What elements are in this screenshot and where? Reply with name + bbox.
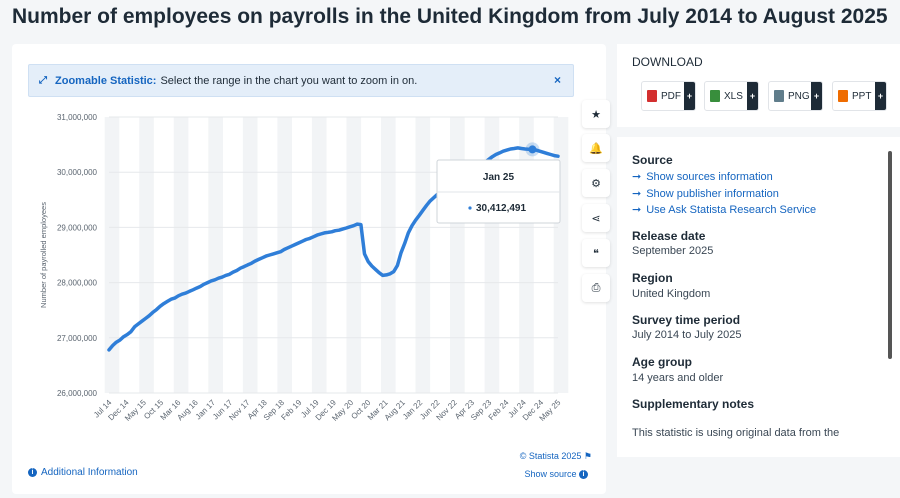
share-icon: ⋖	[591, 212, 601, 225]
notes-heading: Supplementary notes	[632, 397, 755, 411]
show-source-link[interactable]: Show source i	[524, 469, 592, 480]
survey-heading: Survey time period	[632, 313, 741, 327]
tooltip-marker	[468, 206, 472, 210]
zoom-text: Select the range in the chart you want t…	[160, 74, 418, 87]
ask-research-link[interactable]: ➞ Use Ask Statista Research Service	[632, 203, 816, 216]
plus-icon: +	[875, 82, 886, 110]
png-file-icon	[774, 90, 784, 102]
link-label: Use Ask Statista Research Service	[646, 204, 817, 216]
source-heading: Source	[632, 153, 673, 167]
tooltip-label: Jan 25	[483, 172, 515, 183]
x-tick-label: Feb 24	[487, 398, 511, 422]
info-icon: i	[28, 467, 37, 477]
bell-icon: 🔔	[589, 142, 603, 155]
download-title: DOWNLOAD	[632, 55, 703, 69]
zoom-label: Zoomable Statistic:	[55, 74, 157, 87]
grid-band	[277, 117, 293, 393]
ppt-file-icon	[838, 90, 848, 102]
copyright[interactable]: © Statista 2025 ⚑	[520, 451, 592, 462]
grid-band	[208, 117, 223, 393]
grid-band	[242, 117, 258, 393]
line-chart[interactable]: 26,000,000 27,000,000 28,000,000 29,000,000…	[12, 44, 606, 464]
quote-icon: ❝	[593, 247, 599, 260]
highlight-point[interactable]	[528, 145, 537, 154]
bell-button[interactable]: 🔔	[582, 134, 610, 162]
pdf-file-icon	[647, 90, 657, 102]
download-xls-button[interactable]: XLS +	[704, 81, 759, 111]
close-icon[interactable]: ×	[553, 73, 561, 87]
release-heading: Release date	[632, 229, 706, 243]
download-panel: DOWNLOAD PDF + XLS + PNG + PPT +	[617, 44, 900, 127]
y-tick-label: 29,000,000	[57, 223, 98, 232]
download-label: PDF	[661, 90, 681, 102]
xls-file-icon	[710, 90, 720, 102]
grid-band	[519, 117, 534, 393]
grid-band	[104, 117, 120, 393]
zoom-banner: ⤢ Zoomable Statistic: Select the range i…	[28, 64, 574, 97]
show-publisher-link[interactable]: ➞ Show publisher information	[632, 187, 779, 200]
download-label: XLS	[724, 90, 743, 102]
info-panel: Source ➞ Show sources information ➞ Show p…	[617, 137, 900, 457]
grid-band	[415, 117, 431, 393]
star-icon: ★	[591, 108, 601, 121]
y-tick-label: 31,000,000	[57, 113, 98, 122]
y-axis-label: Number of payrolled employees	[39, 202, 48, 308]
gear-icon: ⚙	[591, 177, 601, 190]
chart-panel: ⤢ Zoomable Statistic: Select the range i…	[12, 44, 610, 494]
download-png-button[interactable]: PNG +	[768, 81, 823, 111]
grid-band	[311, 117, 327, 393]
grid-band	[346, 117, 362, 393]
grid-band	[139, 117, 154, 393]
y-tick-label: 28,000,000	[57, 279, 98, 288]
copyright-label: © Statista 2025	[519, 451, 582, 461]
plus-icon: +	[747, 82, 758, 110]
plus-icon: +	[811, 82, 822, 110]
age-heading: Age group	[632, 355, 692, 369]
y-tick-label: 30,000,000	[57, 168, 98, 177]
y-tick-label: 27,000,000	[57, 334, 98, 343]
notes-value: This statistic is using original data fr…	[632, 427, 840, 439]
y-tick-label: 26,000,000	[57, 389, 98, 398]
grid-band	[450, 117, 465, 393]
link-label: Show sources information	[646, 171, 773, 183]
print-icon: ⎙	[591, 281, 601, 294]
download-label: PNG	[788, 90, 810, 102]
additional-info-label: Additional Information	[41, 467, 138, 478]
link-label: Show publisher information	[646, 188, 779, 200]
tooltip-value: 30,412,491	[476, 203, 526, 214]
plus-icon: +	[684, 82, 695, 110]
gear-button[interactable]: ⚙	[582, 169, 610, 197]
grid-band	[380, 117, 396, 393]
grid-band	[553, 117, 569, 393]
download-pdf-button[interactable]: PDF +	[641, 81, 696, 111]
download-ppt-button[interactable]: PPT +	[832, 81, 887, 111]
region-value: United Kingdom	[632, 288, 711, 300]
star-button[interactable]: ★	[582, 100, 610, 128]
page-title: Number of employees on payrolls in the U…	[12, 5, 888, 28]
arrow-right-icon: ➞	[632, 204, 642, 216]
info-icon: i	[579, 470, 588, 480]
additional-info-link[interactable]: i Additional Information	[28, 467, 138, 478]
quote-button[interactable]: ❝	[582, 239, 610, 267]
show-source-label: Show source	[524, 469, 577, 479]
download-label: PPT	[852, 90, 872, 102]
x-tick-label: Feb 19	[279, 398, 303, 422]
show-sources-link[interactable]: ➞ Show sources information	[632, 170, 773, 183]
region-heading: Region	[632, 271, 673, 285]
scrollbar[interactable]	[888, 151, 892, 359]
survey-value: July 2014 to July 2025	[632, 329, 742, 341]
arrow-right-icon: ➞	[632, 188, 642, 200]
arrow-right-icon: ➞	[632, 171, 642, 183]
age-value: 14 years and older	[632, 372, 724, 384]
release-value: September 2025	[632, 245, 714, 257]
print-button[interactable]: ⎙	[582, 274, 610, 302]
share-button[interactable]: ⋖	[582, 204, 610, 232]
zoom-icon: ⤢	[39, 75, 47, 86]
flag-icon: ⚑	[583, 451, 592, 461]
grid-band	[173, 117, 189, 393]
